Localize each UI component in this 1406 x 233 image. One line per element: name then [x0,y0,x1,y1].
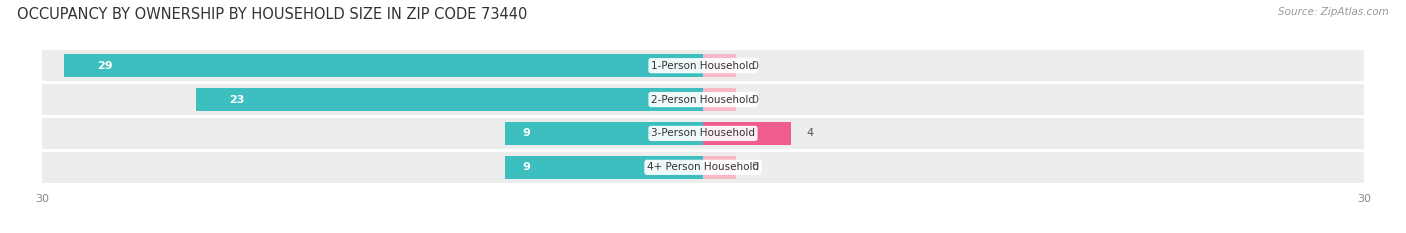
Text: 9: 9 [523,128,530,138]
Text: Source: ZipAtlas.com: Source: ZipAtlas.com [1278,7,1389,17]
Bar [42,118,1364,149]
Text: 3-Person Household: 3-Person Household [651,128,755,138]
Bar [42,84,1364,115]
Text: 23: 23 [229,95,245,105]
Bar [505,122,703,145]
Bar [65,54,703,77]
Bar [505,156,703,179]
Text: 0: 0 [751,95,758,105]
Bar [42,50,1364,81]
Bar [197,88,703,111]
Text: 2-Person Household: 2-Person Household [651,95,755,105]
Text: 9: 9 [523,162,530,172]
Text: 0: 0 [751,162,758,172]
Bar [703,88,737,111]
Text: 29: 29 [97,61,112,71]
Bar [703,54,737,77]
Bar [703,122,792,145]
Text: 0: 0 [751,61,758,71]
Bar [703,156,737,179]
Text: 4: 4 [807,128,814,138]
Text: OCCUPANCY BY OWNERSHIP BY HOUSEHOLD SIZE IN ZIP CODE 73440: OCCUPANCY BY OWNERSHIP BY HOUSEHOLD SIZE… [17,7,527,22]
Bar [42,152,1364,183]
Text: 1-Person Household: 1-Person Household [651,61,755,71]
Text: 4+ Person Household: 4+ Person Household [647,162,759,172]
